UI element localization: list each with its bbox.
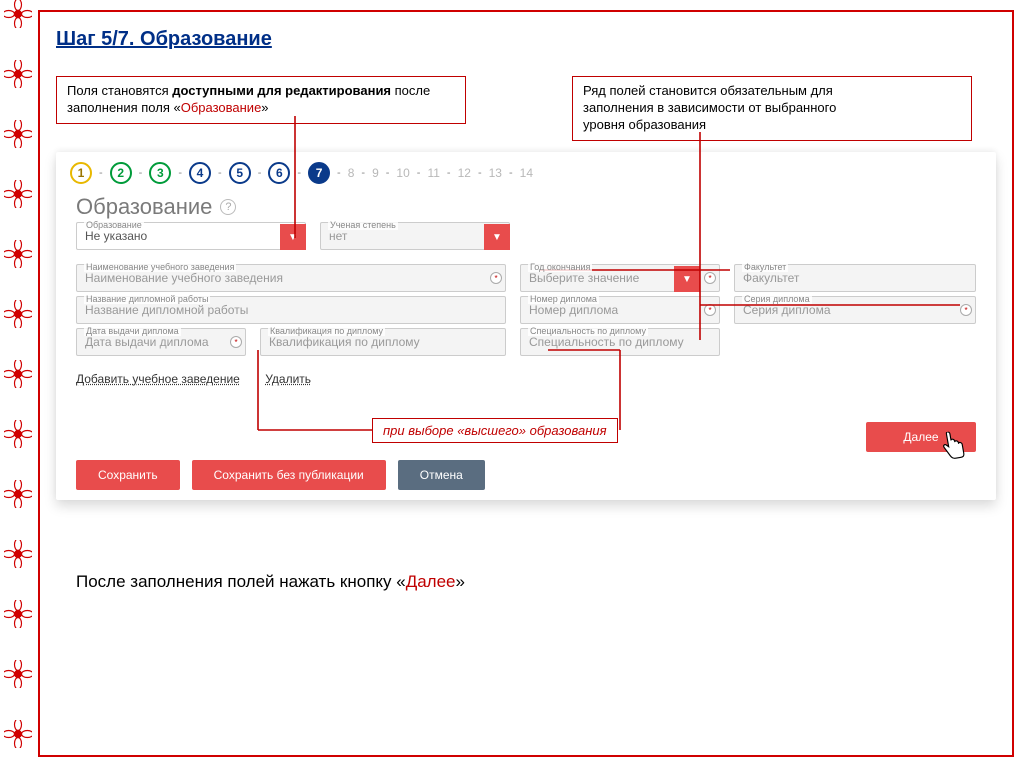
chevron-down-icon[interactable]: ▼ (484, 224, 510, 250)
required-marker: * (490, 272, 502, 284)
dash: - (258, 167, 262, 179)
required-marker: * (960, 304, 972, 316)
dash: - (361, 167, 365, 179)
section-title-text: Образование (76, 194, 212, 220)
step-2[interactable]: 2 (110, 162, 132, 184)
institution-label: Наименование учебного заведения (84, 262, 236, 272)
buttons-row: Сохранить Сохранить без публикации Отмен… (76, 460, 976, 490)
dash: - (417, 167, 421, 179)
bottom-text-pre: После заполнения полей нажать кнопку « (76, 572, 406, 591)
step-3[interactable]: 3 (149, 162, 171, 184)
dash: - (99, 167, 103, 179)
speciality-label: Специальность по диплому (528, 326, 648, 336)
callout-left-text-1: Поля становятся (67, 83, 172, 98)
required-marker: * (230, 336, 242, 348)
step-10: 10 (396, 166, 409, 180)
dash: - (218, 167, 222, 179)
degree-label: Ученая степень (328, 220, 398, 230)
step-5[interactable]: 5 (229, 162, 251, 184)
stepper: 1- 2- 3- 4- 5- 6- 7- 8- 9- 10- 11- 12- 1… (56, 152, 996, 190)
issue-date-field[interactable]: Дата выдачи диплома Дата выдачи диплома … (76, 328, 246, 356)
grad-year-field[interactable]: Год окончания Выберите значение ▼ * (520, 264, 720, 292)
dash: - (386, 167, 390, 179)
actions-row: Добавить учебное заведение Удалить (56, 360, 996, 386)
callout-right-line2: заполнения в зависимости от выбранного (583, 100, 961, 117)
diploma-no-label: Номер диплома (528, 294, 599, 304)
dash: - (509, 167, 513, 179)
add-institution-link[interactable]: Добавить учебное заведение (76, 372, 240, 386)
page-title: Шаг 5/7. Образование (56, 28, 272, 51)
dash: - (478, 167, 482, 179)
dash: - (178, 167, 182, 179)
form-panel: 1- 2- 3- 4- 5- 6- 7- 8- 9- 10- 11- 12- 1… (56, 152, 996, 500)
bottom-instruction: После заполнения полей нажать кнопку «Да… (76, 572, 465, 592)
grad-year-label: Год окончания (528, 262, 592, 272)
degree-field[interactable]: Ученая степень нет ▼ (320, 222, 510, 250)
diploma-series-label: Серия диплома (742, 294, 812, 304)
faculty-field[interactable]: Факультет Факультет (734, 264, 976, 292)
step-4[interactable]: 4 (189, 162, 211, 184)
thesis-label: Название дипломной работы (84, 294, 210, 304)
chevron-down-icon[interactable]: ▼ (280, 224, 306, 250)
education-label: Образование (84, 220, 144, 230)
callout-left-bold: доступными для редактирования (172, 83, 391, 98)
save-draft-button[interactable]: Сохранить без публикации (192, 460, 386, 490)
help-icon[interactable]: ? (220, 199, 236, 215)
callout-right-line3: уровня образования (583, 117, 961, 134)
step-11: 11 (427, 166, 439, 180)
dash: - (297, 167, 301, 179)
step-12: 12 (458, 166, 471, 180)
diploma-no-field[interactable]: Номер диплома Номер диплома * (520, 296, 720, 324)
callout-right: Ряд полей становится обязательным для за… (572, 76, 972, 141)
step-13: 13 (489, 166, 502, 180)
dash: - (337, 167, 341, 179)
step-9: 9 (372, 166, 379, 180)
chevron-down-icon[interactable]: ▼ (674, 266, 700, 292)
callout-left-red: Образование (181, 100, 262, 115)
required-marker: * (704, 304, 716, 316)
speciality-field[interactable]: Специальность по диплому Специальность п… (520, 328, 720, 356)
section-title: Образование ? (56, 190, 996, 222)
delete-link[interactable]: Удалить (265, 372, 311, 386)
qualification-label: Квалификация по диплому (268, 326, 385, 336)
inner-note: при выборе «высшего» образования (372, 418, 618, 443)
dash: - (139, 167, 143, 179)
thesis-field[interactable]: Название дипломной работы Название дипло… (76, 296, 506, 324)
bottom-text-post: » (456, 572, 465, 591)
callout-left-text-3: » (261, 100, 268, 115)
fields-container: Образование Не указано ▼ Ученая степень … (56, 222, 996, 356)
step-1[interactable]: 1 (70, 162, 92, 184)
callout-right-line1: Ряд полей становится обязательным для (583, 83, 961, 100)
required-marker: * (704, 272, 716, 284)
issue-date-label: Дата выдачи диплома (84, 326, 181, 336)
bottom-text-red: Далее (406, 572, 456, 591)
step-6[interactable]: 6 (268, 162, 290, 184)
diploma-series-field[interactable]: Серия диплома Серия диплома * (734, 296, 976, 324)
institution-field[interactable]: Наименование учебного заведения Наименов… (76, 264, 506, 292)
education-field[interactable]: Образование Не указано ▼ (76, 222, 306, 250)
cancel-button[interactable]: Отмена (398, 460, 485, 490)
dash: - (447, 167, 451, 179)
faculty-label: Факультет (742, 262, 788, 272)
step-7[interactable]: 7 (308, 162, 330, 184)
qualification-field[interactable]: Квалификация по диплому Квалификация по … (260, 328, 506, 356)
step-8: 8 (348, 166, 355, 180)
callout-left: Поля становятся доступными для редактиро… (56, 76, 466, 124)
save-button[interactable]: Сохранить (76, 460, 180, 490)
decor-strip: (function(){ const ys=[0,60,120,180,240,… (0, 0, 36, 767)
step-14: 14 (520, 166, 533, 180)
